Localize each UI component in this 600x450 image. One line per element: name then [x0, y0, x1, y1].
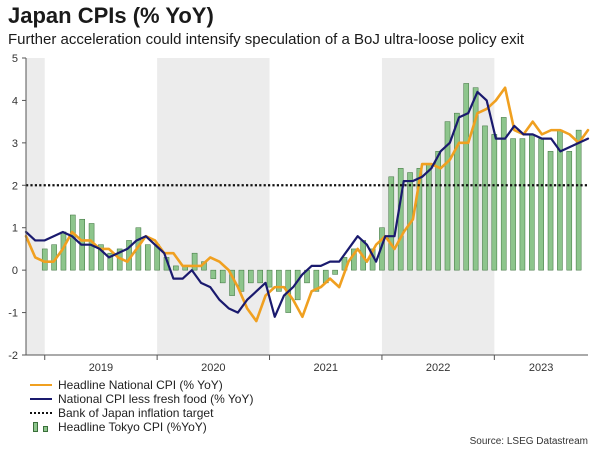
target-swatch — [30, 406, 52, 420]
y-tick-label: 1 — [12, 223, 18, 235]
tokyo-bar — [538, 138, 544, 271]
tokyo-bar — [238, 269, 245, 292]
legend-target: Bank of Japan inflation target — [30, 406, 253, 420]
tokyo-bar — [529, 134, 535, 271]
y-tick-label: 4 — [12, 95, 18, 107]
shaded-band-2020 — [157, 58, 270, 355]
legend-tokyo: Headline Tokyo CPI (%YoY) — [30, 420, 253, 434]
y-tick-label: 3 — [12, 138, 18, 150]
tokyo-bar — [107, 252, 114, 271]
tokyo-bar — [435, 151, 441, 271]
tokyo-bar — [210, 269, 217, 279]
chart-legend: Headline National CPI (% YoY) National C… — [30, 378, 253, 434]
legend-target-label: Bank of Japan inflation target — [58, 406, 214, 420]
y-tick-label: 5 — [12, 53, 18, 65]
legend-headline-label: Headline National CPI (% YoY) — [58, 378, 223, 392]
tokyo-bar — [173, 265, 179, 271]
tokyo-bar — [491, 134, 498, 271]
tokyo-bar — [98, 244, 104, 271]
x-tick-label: 2021 — [313, 362, 337, 374]
source-note: Source: LSEG Datastream — [469, 436, 588, 447]
tokyo-bar — [500, 117, 507, 271]
tokyo-bar — [276, 269, 282, 292]
tokyo-bar — [266, 269, 273, 288]
tokyo-bar — [482, 125, 488, 271]
x-tick-label: 2022 — [426, 362, 450, 374]
tokyo-swatch — [30, 420, 52, 434]
legend-core-label: National CPI less fresh food (% YoY) — [58, 392, 254, 406]
tokyo-bar — [257, 269, 263, 284]
tokyo-bar — [454, 112, 460, 271]
tokyo-bar — [472, 87, 479, 271]
y-tick-label: 2 — [12, 180, 18, 192]
tokyo-bar — [519, 138, 526, 271]
tokyo-bar — [379, 227, 385, 271]
tokyo-cpi-bars — [41, 83, 582, 313]
legend-headline: Headline National CPI (% YoY) — [30, 378, 253, 392]
y-tick-label: -1 — [8, 308, 18, 320]
headline-swatch — [30, 378, 52, 392]
legend-core: National CPI less fresh food (% YoY) — [30, 392, 253, 406]
headline-cpi-line — [24, 86, 590, 323]
tokyo-bar — [313, 269, 320, 292]
tokyo-bar — [463, 83, 470, 271]
tokyo-bar — [444, 121, 451, 271]
x-tick-label: 2023 — [529, 362, 553, 374]
cpi-lines — [24, 86, 590, 323]
tokyo-bar — [248, 269, 254, 284]
x-tick-label: 2019 — [89, 362, 113, 374]
core-swatch — [30, 392, 52, 406]
tokyo-bar — [219, 269, 226, 284]
shaded-band-2018 — [26, 58, 45, 355]
x-tick-label: 2020 — [201, 362, 225, 374]
chart-title: Japan CPIs (% YoY) — [8, 3, 214, 28]
tokyo-bar — [332, 269, 338, 275]
y-tick-label: -2 — [8, 350, 18, 362]
tokyo-bar — [425, 163, 432, 271]
tokyo-bar — [575, 129, 582, 271]
tokyo-bar — [510, 138, 516, 271]
tokyo-bar — [144, 244, 151, 271]
tokyo-bar — [388, 176, 395, 271]
legend-tokyo-label: Headline Tokyo CPI (%YoY) — [58, 420, 207, 434]
tokyo-bar — [566, 151, 573, 271]
chart-subtitle: Further acceleration could intensify spe… — [8, 31, 525, 48]
tokyo-bar — [547, 151, 554, 271]
tokyo-bar — [41, 248, 48, 271]
chart-axes: -2 -1 0 1 2 3 4 5 2019 2020 2021 2022 2023 — [8, 53, 588, 374]
tokyo-bar — [416, 168, 423, 271]
tokyo-bar — [70, 214, 76, 271]
core-cpi-line — [24, 90, 590, 318]
tokyo-bar — [191, 252, 198, 271]
y-tick-label: 0 — [12, 265, 18, 277]
